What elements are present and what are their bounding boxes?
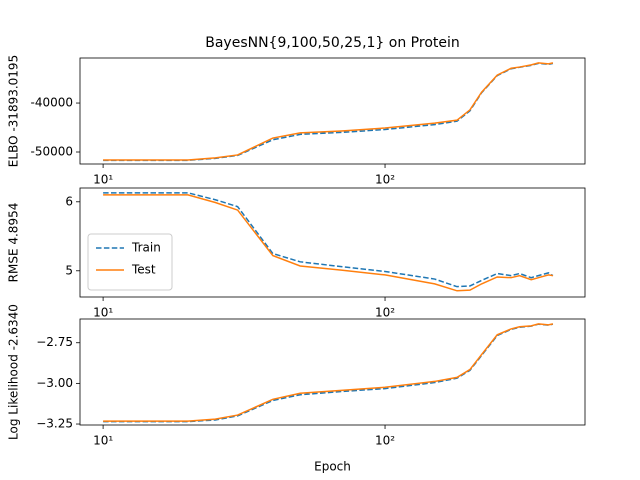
axes-frame xyxy=(79,318,586,426)
axes-frame xyxy=(79,57,586,165)
y-tick-label: -50000 xyxy=(30,145,73,159)
legend-label: Test xyxy=(131,263,156,277)
y-tick-label: 5 xyxy=(65,263,73,277)
y-axis-label: Log Likelihood -2.6340 xyxy=(7,304,21,440)
y-axis-label: ELBO -31893.0195 xyxy=(7,55,21,167)
x-tick-label: 10² xyxy=(375,434,395,448)
y-axis-label: RMSE 4.8954 xyxy=(7,203,21,283)
data-line xyxy=(103,62,554,162)
data-line xyxy=(103,323,554,423)
x-axis-label: Epoch xyxy=(314,460,351,474)
x-tick-label: 10² xyxy=(375,306,395,320)
data-line xyxy=(103,62,554,161)
legend: Train Test xyxy=(87,233,173,291)
legend-label: Train xyxy=(131,241,161,255)
y-tick-label: −3.25 xyxy=(36,417,73,431)
data-line xyxy=(103,194,554,292)
y-tick-label: -40000 xyxy=(30,96,73,110)
y-tick-label: 6 xyxy=(65,194,73,208)
x-tick-label: 10¹ xyxy=(93,173,113,187)
data-line xyxy=(103,192,554,288)
x-tick-label: 10¹ xyxy=(93,306,113,320)
y-tick-label: −2.75 xyxy=(36,335,73,349)
y-tick-label: −3.00 xyxy=(36,376,73,390)
x-tick-label: 10² xyxy=(375,173,395,187)
axes-frame xyxy=(79,187,586,298)
chart-title: BayesNN{9,100,50,25,1} on Protein xyxy=(205,35,460,51)
x-tick-label: 10¹ xyxy=(93,434,113,448)
data-line xyxy=(103,323,554,422)
